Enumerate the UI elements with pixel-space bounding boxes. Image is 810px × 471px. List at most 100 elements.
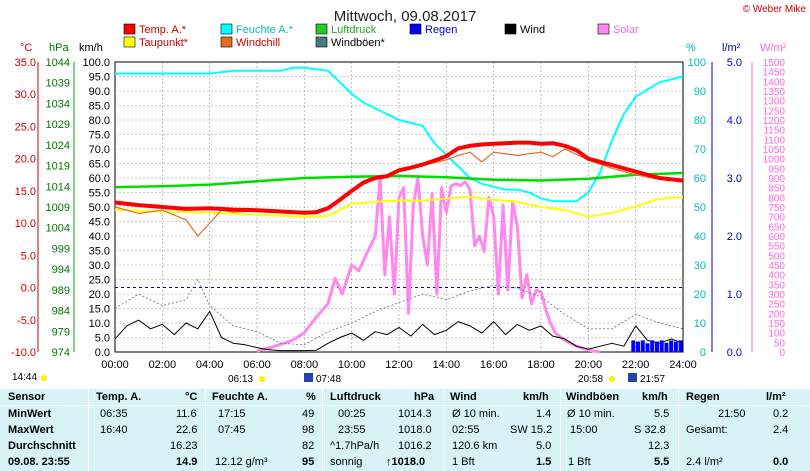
tick-label-humidity: 20	[694, 289, 706, 301]
rain-min-value: 0.2	[773, 408, 789, 420]
hum-current-value: 95	[302, 456, 315, 468]
legend-label: Solar	[613, 24, 639, 36]
tick-label-temp: 0.0	[21, 283, 36, 295]
tick-label-wind: 75.0	[89, 130, 110, 142]
tick-label-humidity: 10	[694, 318, 706, 330]
hum-min-time: 17:15	[218, 408, 246, 420]
tick-label-solar: 0	[779, 348, 785, 359]
tick-label-solar: 1150	[763, 126, 785, 137]
tick-label-pressure: 989	[52, 285, 70, 297]
press-max-time: 23:55	[338, 424, 366, 436]
tick-label-wind: 100.0	[82, 57, 110, 69]
header-gust: Windböen	[566, 391, 620, 403]
tick-label-temp: 30.0	[15, 89, 36, 101]
tick-label-solar: 300	[768, 290, 785, 301]
event-time-label: 21:57	[640, 374, 665, 385]
tick-label-wind: 25.0	[89, 275, 110, 287]
event-time-label: 06:13	[228, 374, 253, 385]
legend-swatch	[504, 23, 517, 35]
tick-label-wind: 30.0	[89, 260, 110, 272]
tick-label-solar: 200	[768, 309, 785, 320]
tick-label-solar: 50	[774, 338, 786, 349]
tick-label-temp: 15.0	[15, 186, 36, 198]
tick-label-wind: 40.0	[89, 231, 110, 243]
tick-label-solar: 250	[768, 300, 785, 311]
legend-swatch	[597, 23, 610, 35]
event-time-label: 14:44	[12, 372, 37, 383]
press-trend-label: ^1.7hPa/h	[330, 440, 380, 452]
pressure-unit: hPa	[49, 42, 69, 54]
hum-absolute-label: 12.12 g/m³	[215, 456, 268, 468]
tick-label-solar: 150	[768, 319, 785, 330]
tick-label-wind: 35.0	[89, 246, 110, 258]
tick-label-wind: 85.0	[89, 101, 110, 113]
wind-unit: km/h	[79, 42, 103, 54]
tick-label-solar: 700	[768, 213, 785, 224]
tick-label-humidity: 60	[694, 173, 706, 185]
rain-bar	[673, 341, 678, 352]
tick-label-pressure: 1004	[46, 223, 70, 235]
series-line-luftdruck	[114, 171, 684, 189]
wind-bft-label: 1 Bft	[452, 456, 475, 468]
row-label: Durchschnitt	[8, 440, 76, 452]
event-time-label: 07:48	[316, 374, 341, 385]
rain-bar	[678, 340, 683, 352]
tick-label-pressure: 1039	[46, 78, 70, 90]
press-min-time: 00:25	[338, 408, 366, 420]
tick-label-wind: 10.0	[89, 318, 110, 330]
wind-current-value: 1.5	[536, 456, 552, 468]
row-label: 09.08. 23:55	[8, 456, 70, 468]
tick-label-humidity: 40	[694, 231, 706, 243]
wind-max-direction: SW 15.2	[510, 424, 553, 436]
table-divider	[322, 389, 323, 471]
hum-avg-value: 82	[302, 440, 315, 452]
header-temp-unit: °C	[185, 391, 198, 403]
rain-min-time: 21:50	[718, 408, 746, 420]
tick-label-wind: 60.0	[89, 173, 110, 185]
tick-label-temp: -5.0	[17, 315, 36, 327]
hum-max-value: 98	[302, 424, 315, 436]
table-divider	[678, 389, 679, 471]
tick-label-humidity: 70	[694, 144, 706, 156]
tick-label-pressure: 994	[52, 264, 70, 276]
header-temp: Temp. A.	[96, 391, 142, 403]
legend-swatch	[220, 36, 233, 48]
table-divider	[443, 389, 444, 471]
sun-marker	[41, 375, 47, 381]
tick-label-pressure: 1019	[46, 161, 70, 173]
rain-total-label: Gesamt:	[686, 424, 728, 436]
table-row-min: MinWert 06:35 11.6 17:15 49 00:25 1014.3…	[0, 406, 810, 422]
rain-bar	[640, 340, 645, 352]
moon-marker	[304, 373, 313, 382]
legend-swatch	[315, 36, 328, 48]
rain-total-value: 2.4	[773, 424, 789, 436]
tick-label-wind: 90.0	[89, 86, 110, 98]
press-max-value: 1018.0	[398, 424, 432, 436]
legend-label: Windchill	[236, 37, 280, 49]
header-pressure: Luftdruck	[330, 391, 381, 403]
temp-min-time: 06:35	[100, 408, 128, 420]
rain-bar	[631, 340, 636, 352]
tick-label-solar: 1350	[763, 87, 786, 98]
series-line-tempa	[114, 140, 684, 215]
rain-bar	[669, 340, 674, 352]
table-divider	[205, 389, 206, 471]
tick-label-solar: 1300	[763, 97, 786, 108]
tick-label-solar: 650	[768, 222, 785, 233]
tick-label-x: 12:00	[385, 359, 413, 371]
tick-label-solar: 1050	[763, 145, 786, 156]
press-min-value: 1014.3	[398, 408, 432, 420]
tick-label-pressure: 1024	[46, 140, 70, 152]
header-rain-unit: l/m²	[766, 391, 786, 403]
tick-label-solar: 1500	[763, 58, 786, 69]
series-line-windben	[114, 279, 684, 346]
row-label: MinWert	[8, 408, 52, 420]
tick-label-solar: 100	[768, 329, 785, 340]
rain-unit: l/m²	[722, 42, 741, 54]
table-row-avg: Durchschnitt 16.23 82 ^1.7hPa/h 1016.2 1…	[0, 438, 810, 454]
weather-chart: Mittwoch, 09.08.2017 © Weber Mike Temp. …	[11, 4, 807, 385]
tick-label-wind: 45.0	[89, 217, 110, 229]
tick-label-rain: 3.0	[727, 173, 742, 185]
series-line-wind	[114, 310, 684, 352]
moon-marker	[628, 373, 637, 382]
